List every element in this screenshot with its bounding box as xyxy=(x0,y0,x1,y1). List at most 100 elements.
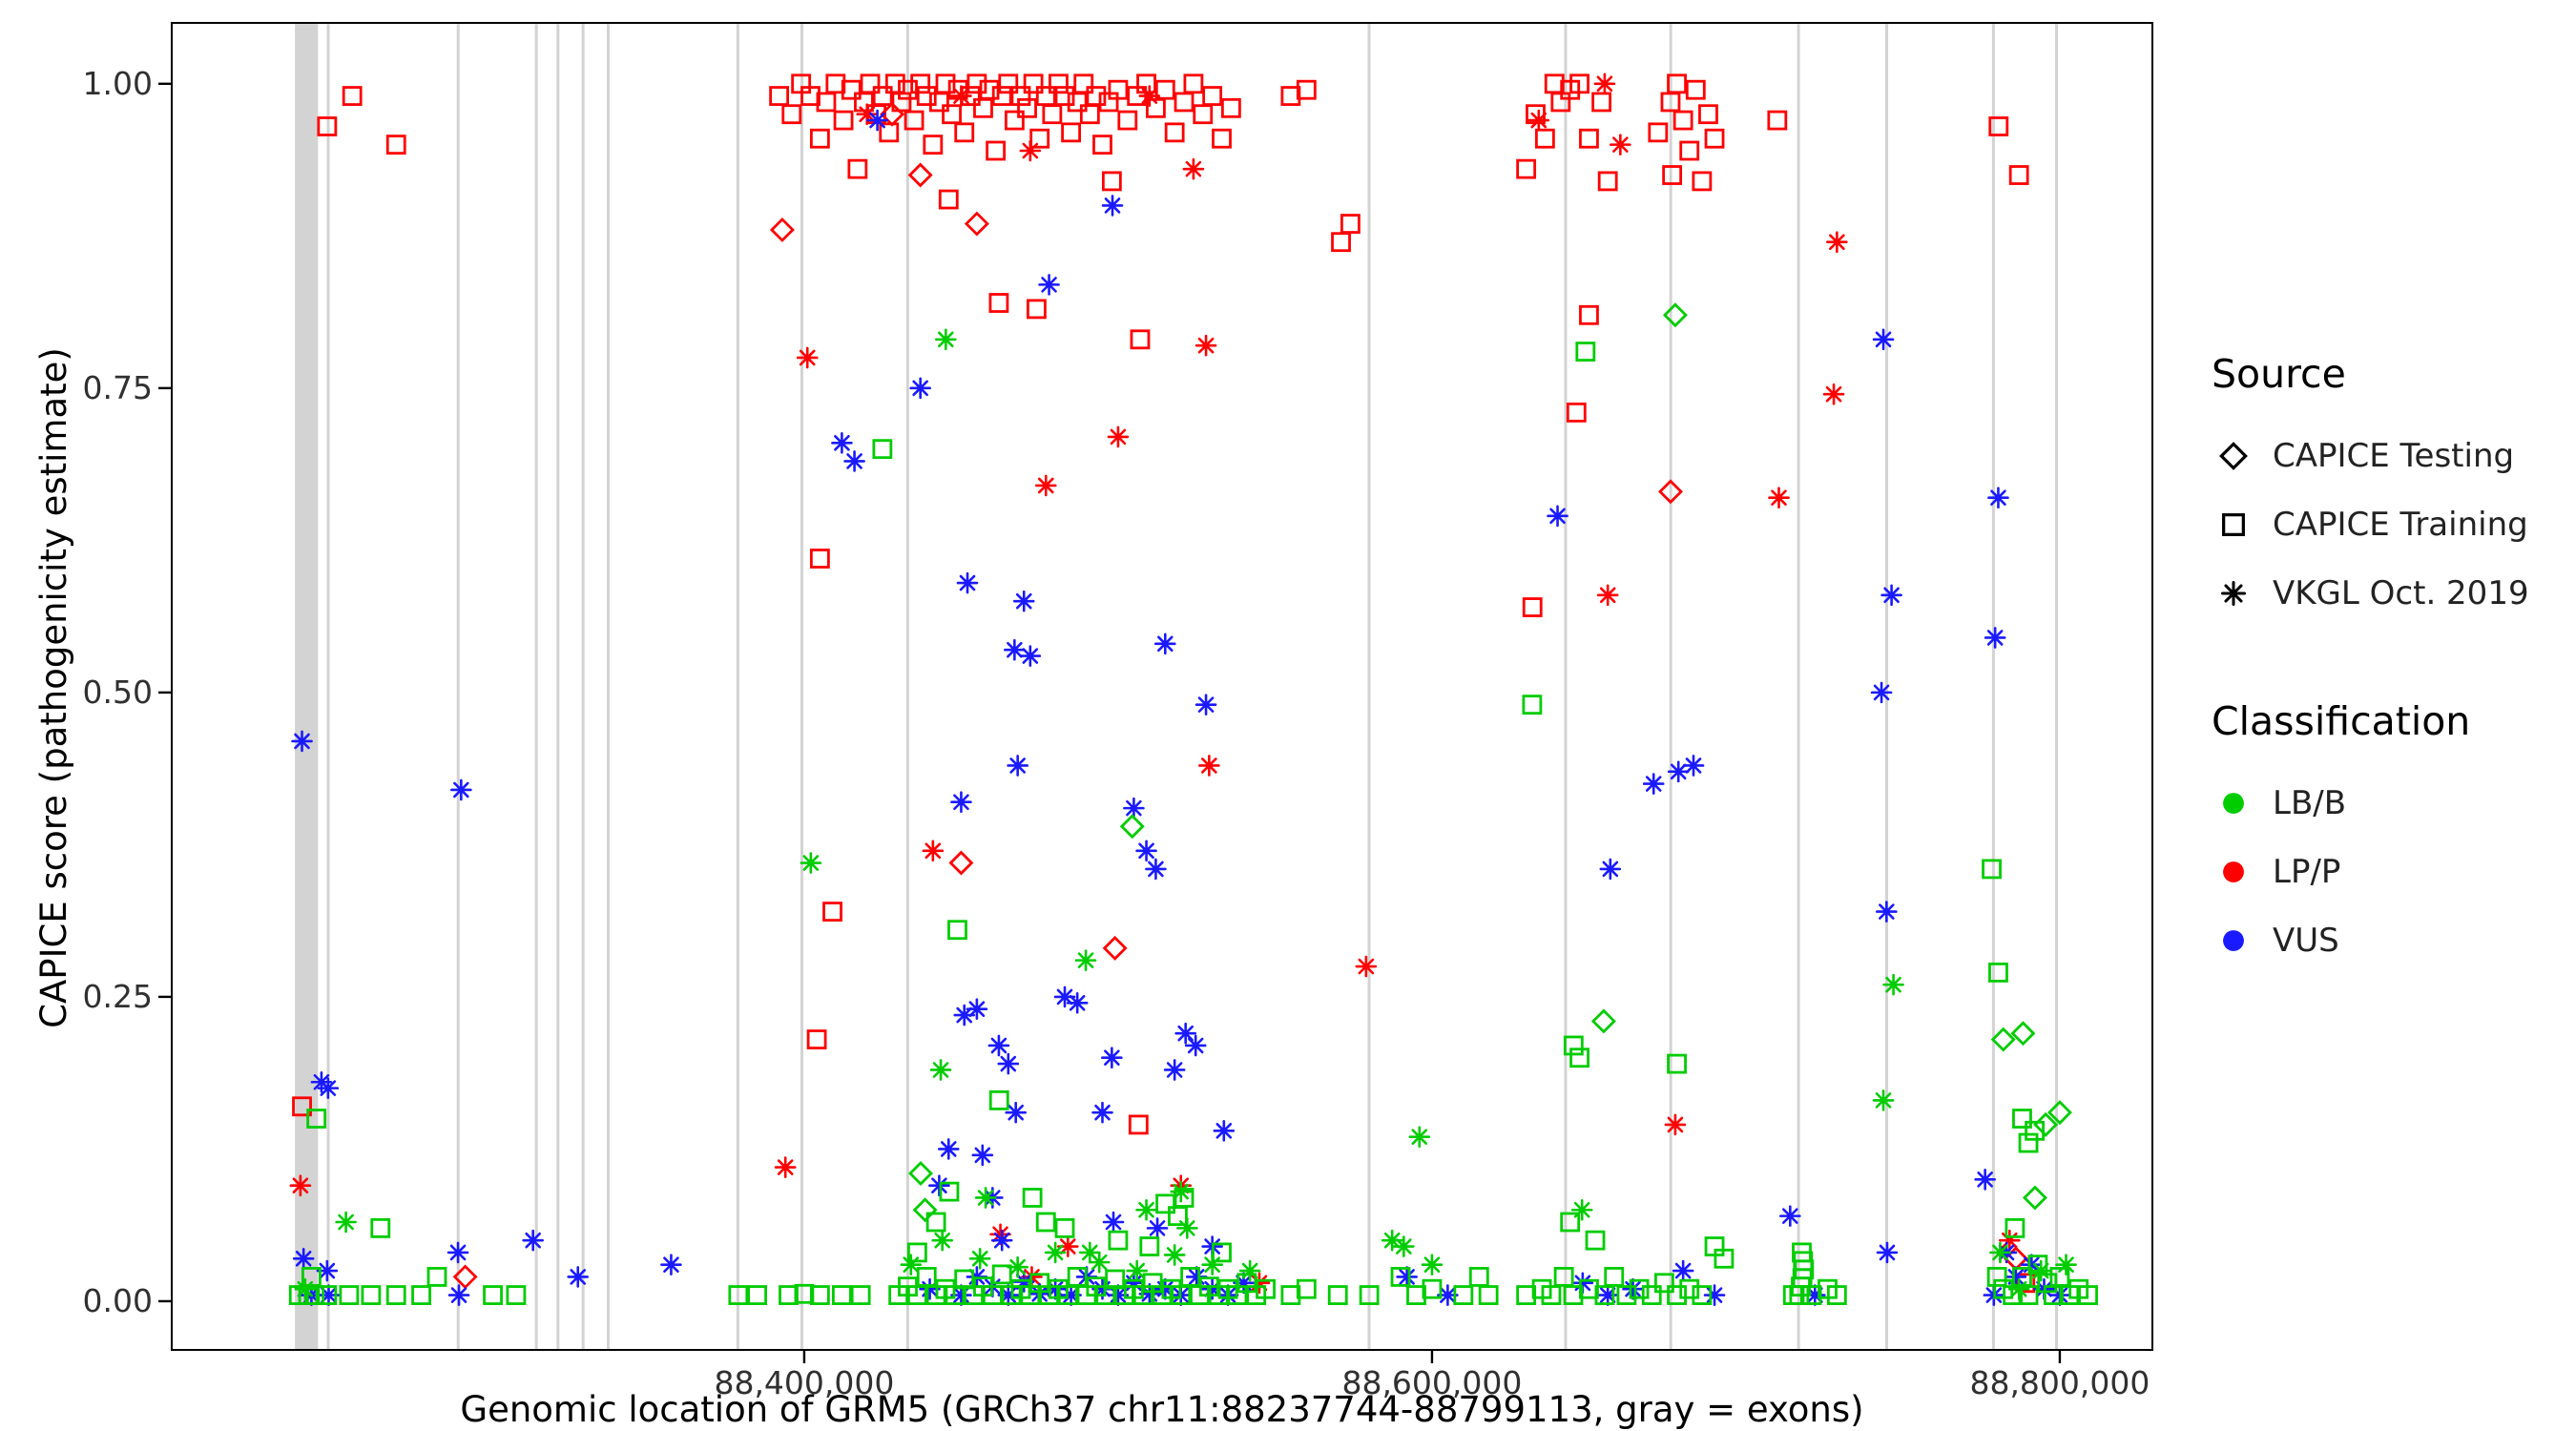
data-point xyxy=(948,850,974,876)
data-point xyxy=(1468,1267,1489,1287)
data-point xyxy=(1005,1101,1027,1124)
asterisk-icon xyxy=(2221,581,2246,606)
data-point xyxy=(1672,110,1693,131)
data-point xyxy=(1662,165,1683,185)
data-point xyxy=(1054,86,1075,106)
exon-band xyxy=(556,23,560,1350)
legend-classification-title: Classification xyxy=(2212,698,2471,744)
data-point xyxy=(2005,1217,2025,1238)
data-point xyxy=(294,1277,317,1300)
data-point xyxy=(1516,158,1537,179)
data-point xyxy=(988,293,1009,313)
data-point xyxy=(794,1283,815,1304)
data-point xyxy=(1327,1285,1348,1305)
data-point xyxy=(1213,1119,1236,1142)
data-point xyxy=(800,852,822,874)
legend-item: LB/B xyxy=(2212,769,2529,838)
data-point xyxy=(809,1285,830,1305)
data-point xyxy=(1035,86,1056,106)
data-point xyxy=(1692,171,1713,192)
data-point xyxy=(938,189,959,210)
data-point xyxy=(1641,1285,1662,1305)
data-point xyxy=(1667,1053,1687,1074)
data-point xyxy=(747,1285,767,1305)
data-point xyxy=(806,1029,827,1049)
data-point xyxy=(1074,949,1097,971)
data-point xyxy=(841,79,862,100)
data-point xyxy=(912,1197,938,1223)
data-point xyxy=(1053,985,1076,1008)
data-point xyxy=(385,1285,406,1305)
data-point xyxy=(825,73,846,94)
data-point xyxy=(1396,1266,1418,1288)
data-point xyxy=(1570,1198,1593,1221)
data-point xyxy=(1248,1272,1271,1295)
data-point xyxy=(1163,1059,1186,1081)
data-point xyxy=(1679,1278,1700,1299)
data-point xyxy=(1101,1047,1123,1069)
data-point xyxy=(2022,1185,2047,1211)
data-point xyxy=(931,1229,953,1252)
data-point xyxy=(1183,73,1204,94)
data-point xyxy=(809,128,830,149)
data-point xyxy=(318,1284,340,1306)
data-point xyxy=(1079,104,1100,125)
data-point xyxy=(1999,1229,2021,1252)
data-point xyxy=(997,1284,1020,1306)
data-point xyxy=(916,86,937,106)
data-point xyxy=(950,85,972,107)
data-point xyxy=(1123,797,1145,819)
data-point xyxy=(1779,1205,1801,1227)
data-point xyxy=(774,1156,797,1178)
legend: Source CAPICE Testing CAPICE Training VKGL… xyxy=(2212,351,2529,975)
data-point xyxy=(2046,1100,2072,1126)
data-point xyxy=(447,1241,469,1264)
data-point xyxy=(411,1285,431,1305)
x-axis-title: Genomic location of GRM5 (GRCh37 chr11:8… xyxy=(460,1389,1864,1430)
data-point xyxy=(856,103,879,126)
y-tick-label: 0.25 xyxy=(82,977,153,1015)
data-point xyxy=(2012,1109,2032,1129)
exon-band xyxy=(581,23,585,1350)
data-point xyxy=(1478,1285,1499,1305)
data-point xyxy=(2018,1132,2039,1153)
data-point xyxy=(1202,86,1223,106)
data-point xyxy=(1034,474,1057,497)
data-point xyxy=(1280,1285,1301,1305)
exon-band xyxy=(534,23,538,1350)
data-point xyxy=(1974,1169,1996,1191)
data-point xyxy=(937,1138,960,1160)
data-point xyxy=(1212,128,1232,149)
data-point xyxy=(1091,1277,1113,1300)
data-point xyxy=(1569,73,1589,94)
data-point xyxy=(1990,1027,2016,1052)
data-point xyxy=(1870,681,1893,704)
data-point xyxy=(1527,109,1550,132)
data-point xyxy=(953,1004,976,1027)
data-point xyxy=(1019,645,1042,667)
data-point xyxy=(1563,1285,1584,1305)
data-point xyxy=(1682,755,1705,777)
data-point xyxy=(971,1144,994,1167)
legend-item: CAPICE Training xyxy=(2212,490,2529,559)
data-point xyxy=(1164,122,1185,143)
data-point xyxy=(1340,214,1361,234)
data-point xyxy=(947,920,967,941)
data-point xyxy=(342,86,363,106)
data-point xyxy=(1044,1277,1067,1300)
exon-band xyxy=(1797,23,1800,1350)
data-point xyxy=(1102,935,1128,961)
data-point xyxy=(1569,1047,1589,1068)
legend-item-label: CAPICE Training xyxy=(2273,506,2528,544)
exon-band xyxy=(905,23,909,1350)
data-point xyxy=(1102,1211,1125,1234)
data-point xyxy=(1986,1267,2007,1287)
data-point xyxy=(1593,73,1616,95)
data-point xyxy=(884,73,905,94)
data-point xyxy=(1989,1241,2011,1264)
data-point xyxy=(1280,86,1301,106)
data-point xyxy=(1185,1266,1208,1288)
data-point xyxy=(1658,479,1683,505)
data-point xyxy=(1982,859,2002,880)
